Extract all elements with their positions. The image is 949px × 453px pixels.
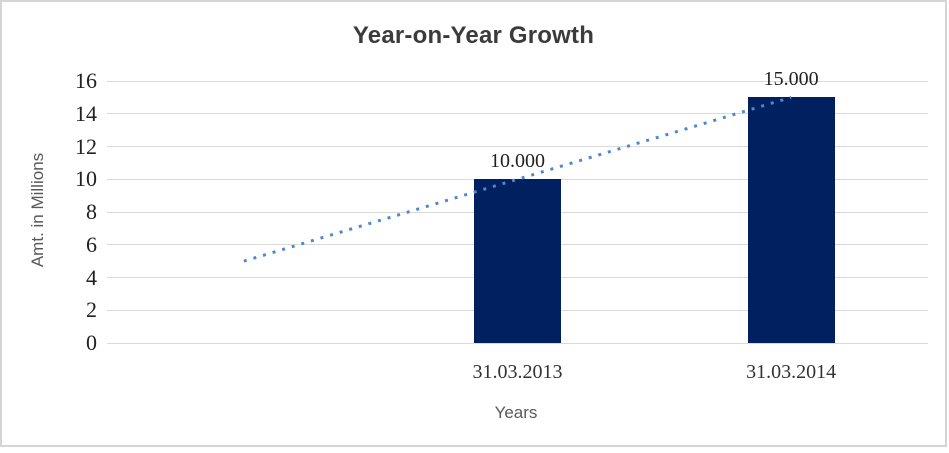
gridline bbox=[107, 342, 928, 344]
y-tick-label: 14 bbox=[75, 100, 97, 126]
bar-value-label: 15.000 bbox=[763, 68, 819, 91]
y-tick-label: 6 bbox=[86, 231, 97, 257]
y-tick-label: 0 bbox=[86, 330, 97, 355]
y-tick-label: 12 bbox=[75, 133, 97, 159]
x-axis-title: Years bbox=[494, 403, 538, 422]
bar bbox=[474, 179, 561, 343]
y-tick-label: 16 bbox=[75, 68, 97, 93]
gridline bbox=[107, 80, 928, 82]
y-tick-label: 10 bbox=[75, 166, 97, 192]
x-tick-label: 31.03.2014 bbox=[746, 361, 837, 383]
bar-value-label: 10.000 bbox=[490, 150, 545, 173]
x-tick-label: 31.03.2013 bbox=[472, 361, 563, 383]
y-tick-label: 4 bbox=[86, 264, 97, 290]
chart-title: Year-on-Year Growth bbox=[352, 22, 595, 49]
y-tick-label: 8 bbox=[86, 199, 97, 224]
bar bbox=[747, 97, 835, 343]
y-tick-label: 2 bbox=[86, 297, 97, 323]
